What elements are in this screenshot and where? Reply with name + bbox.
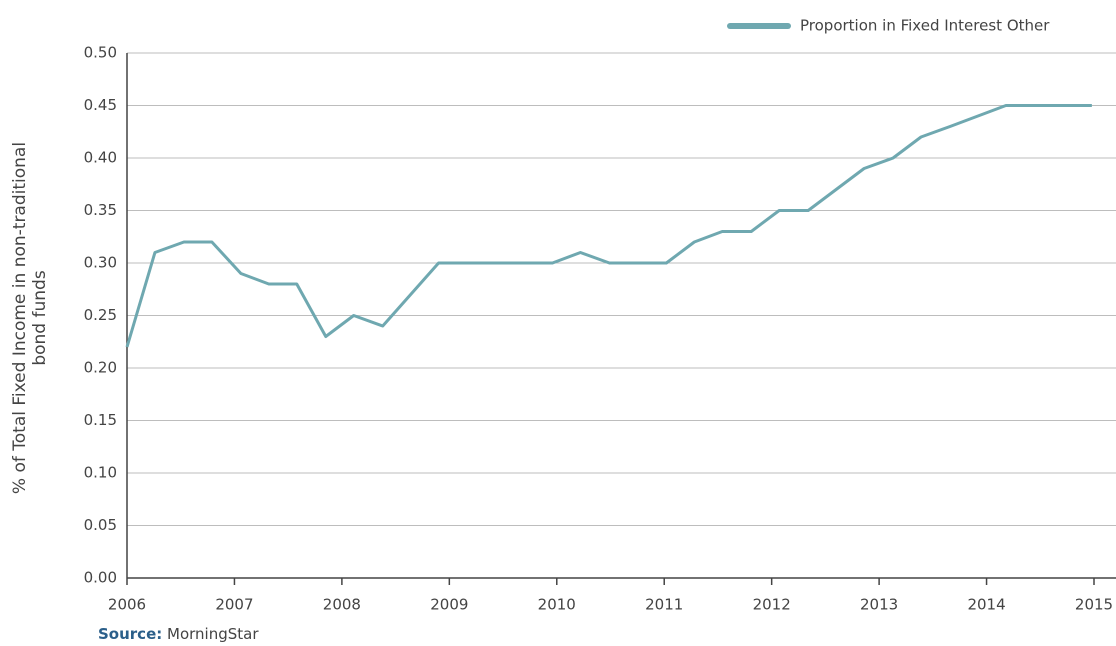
source-label: Source: <box>98 625 162 643</box>
legend-label: Proportion in Fixed Interest Other <box>800 17 1050 35</box>
x-tick-label: 2013 <box>860 596 898 614</box>
data-line <box>125 104 1092 348</box>
x-tick-label: 2011 <box>645 596 683 614</box>
source-text: MorningStar <box>167 625 259 643</box>
x-tick-label: 2007 <box>215 596 253 614</box>
x-tick-label: 2015 <box>1075 596 1113 614</box>
y-tick-label: 0.25 <box>84 306 117 324</box>
x-tick-label: 2008 <box>323 596 361 614</box>
y-axis-title-line: % of Total Fixed Income in non-tradition… <box>10 142 30 494</box>
y-tick-label: 0.35 <box>84 201 117 219</box>
y-tick-label: 0.05 <box>84 516 117 534</box>
y-tick-label: 0.00 <box>84 569 117 587</box>
x-tick-label: 2012 <box>753 596 791 614</box>
x-tick-label: 2006 <box>108 596 146 614</box>
y-axis-title-line: bond funds <box>30 270 50 365</box>
y-tick-label: 0.10 <box>84 464 117 482</box>
y-tick-label: 0.20 <box>84 359 117 377</box>
y-tick-label: 0.15 <box>84 411 117 429</box>
y-tick-label: 0.45 <box>84 96 117 114</box>
y-tick-label: 0.40 <box>84 149 117 167</box>
x-tick-label: 2010 <box>538 596 576 614</box>
source-note: Source: MorningStar <box>98 625 259 643</box>
x-tick-label: 2009 <box>430 596 468 614</box>
y-axis-title: % of Total Fixed Income in non-tradition… <box>10 142 50 494</box>
x-tick-label: 2014 <box>967 596 1005 614</box>
y-tick-label: 0.50 <box>84 44 117 62</box>
y-tick-label: 0.30 <box>84 254 117 272</box>
